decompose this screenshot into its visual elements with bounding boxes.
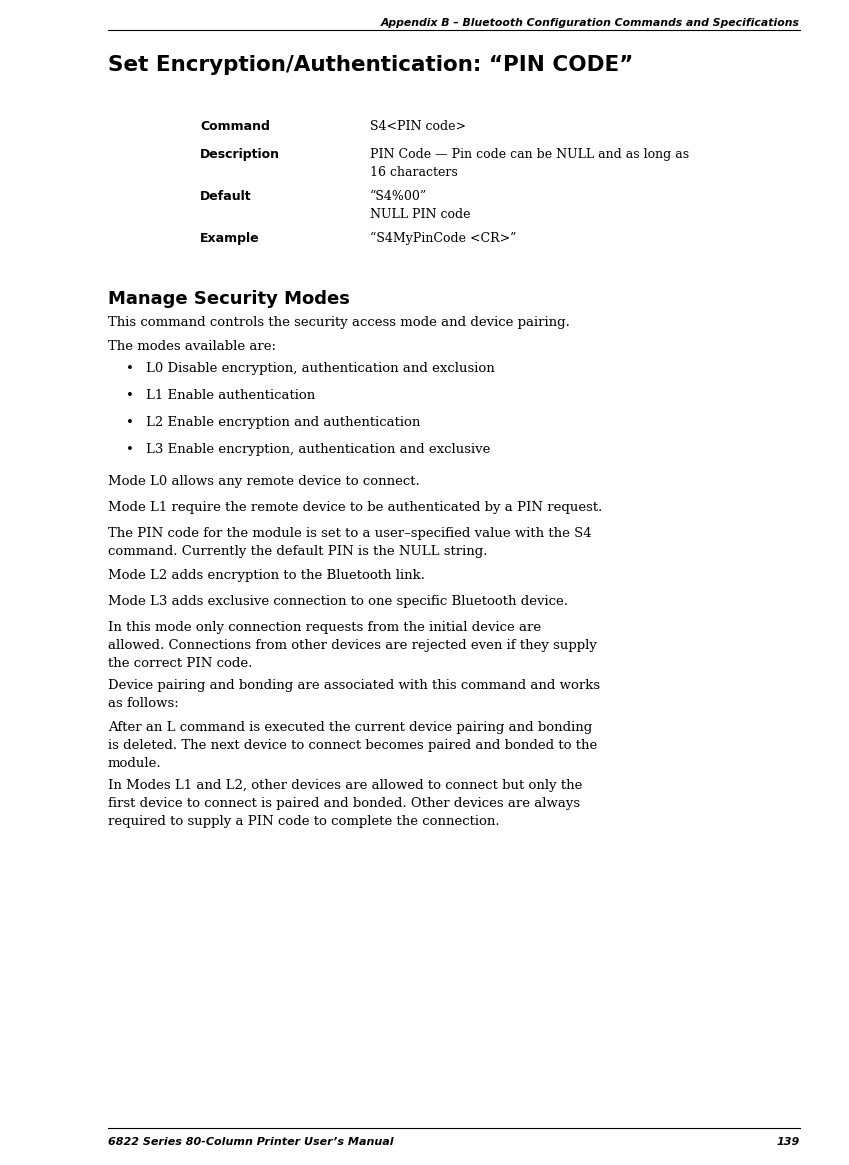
Text: S4<PIN code>: S4<PIN code> [370, 120, 466, 133]
Text: •: • [126, 389, 134, 402]
Text: Default: Default [200, 190, 251, 203]
Text: Appendix B – Bluetooth Configuration Commands and Specifications: Appendix B – Bluetooth Configuration Com… [381, 17, 800, 28]
Text: Set Encryption/Authentication: “PIN CODE”: Set Encryption/Authentication: “PIN CODE… [108, 55, 633, 75]
Text: After an L command is executed the current device pairing and bonding
is deleted: After an L command is executed the curre… [108, 721, 597, 770]
Text: This command controls the security access mode and device pairing.: This command controls the security acces… [108, 316, 570, 329]
Text: PIN Code — Pin code can be NULL and as long as
16 characters: PIN Code — Pin code can be NULL and as l… [370, 148, 689, 179]
Text: •: • [126, 443, 134, 456]
Text: L0 Disable encryption, authentication and exclusion: L0 Disable encryption, authentication an… [146, 362, 495, 375]
Text: Command: Command [200, 120, 270, 133]
Text: Description: Description [200, 148, 280, 161]
Text: Mode L2 adds encryption to the Bluetooth link.: Mode L2 adds encryption to the Bluetooth… [108, 569, 425, 582]
Text: Mode L1 require the remote device to be authenticated by a PIN request.: Mode L1 require the remote device to be … [108, 501, 603, 514]
Text: Device pairing and bonding are associated with this command and works
as follows: Device pairing and bonding are associate… [108, 679, 600, 709]
Text: Manage Security Modes: Manage Security Modes [108, 290, 350, 308]
Text: L1 Enable authentication: L1 Enable authentication [146, 389, 315, 402]
Text: L2 Enable encryption and authentication: L2 Enable encryption and authentication [146, 416, 420, 429]
Text: In this mode only connection requests from the initial device are
allowed. Conne: In this mode only connection requests fr… [108, 621, 597, 670]
Text: Example: Example [200, 232, 260, 245]
Text: “S4%00”
NULL PIN code: “S4%00” NULL PIN code [370, 190, 470, 221]
Text: 139: 139 [777, 1137, 800, 1148]
Text: The PIN code for the module is set to a user–specified value with the S4
command: The PIN code for the module is set to a … [108, 527, 592, 558]
Text: In Modes L1 and L2, other devices are allowed to connect but only the
first devi: In Modes L1 and L2, other devices are al… [108, 779, 582, 828]
Text: 6822 Series 80-Column Printer User’s Manual: 6822 Series 80-Column Printer User’s Man… [108, 1137, 394, 1148]
Text: L3 Enable encryption, authentication and exclusive: L3 Enable encryption, authentication and… [146, 443, 491, 456]
Text: •: • [126, 362, 134, 375]
Text: “S4MyPinCode <CR>”: “S4MyPinCode <CR>” [370, 232, 516, 246]
Text: Mode L0 allows any remote device to connect.: Mode L0 allows any remote device to conn… [108, 475, 419, 488]
Text: The modes available are:: The modes available are: [108, 340, 276, 353]
Text: •: • [126, 416, 134, 429]
Text: Mode L3 adds exclusive connection to one specific Bluetooth device.: Mode L3 adds exclusive connection to one… [108, 595, 568, 608]
